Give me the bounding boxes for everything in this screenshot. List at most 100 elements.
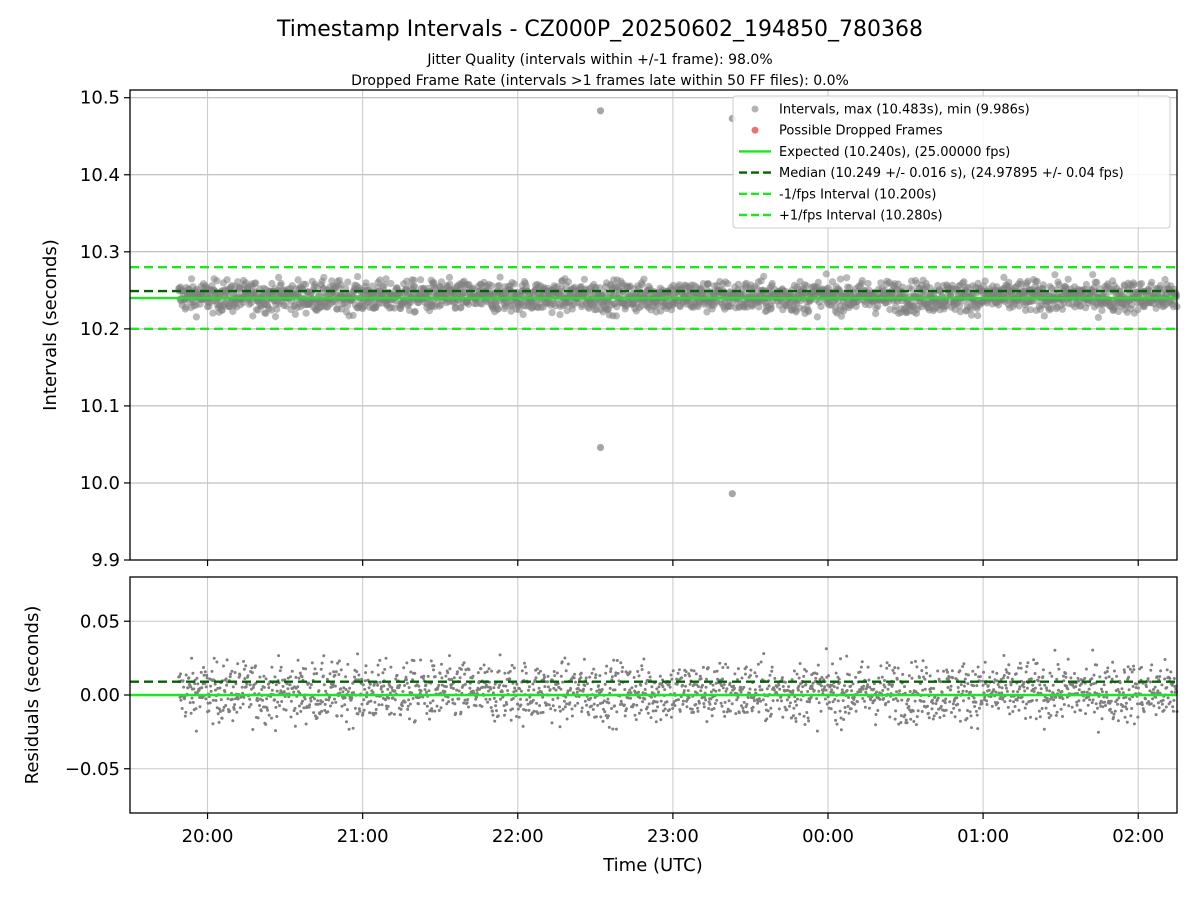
residual-point	[300, 675, 304, 679]
residual-point	[532, 709, 536, 713]
residual-point	[406, 704, 410, 708]
residual-point	[1140, 665, 1143, 669]
interval-point	[1089, 271, 1097, 279]
residual-point	[361, 683, 365, 687]
residual-point	[802, 714, 806, 718]
residual-point	[842, 718, 846, 721]
residual-point	[337, 659, 341, 663]
interval-point	[1137, 280, 1146, 288]
residual-point	[524, 671, 528, 675]
residual-point	[208, 701, 212, 705]
residual-point	[694, 703, 698, 706]
residual-point	[261, 698, 265, 702]
residual-point	[310, 661, 314, 665]
residual-point	[1108, 707, 1112, 711]
residual-point	[623, 714, 627, 718]
residual-point	[1083, 676, 1087, 680]
residual-point	[1140, 703, 1144, 707]
residual-point	[817, 689, 821, 693]
residual-point	[328, 695, 332, 699]
residual-point	[911, 709, 915, 713]
residual-point	[668, 685, 672, 689]
residual-point	[334, 700, 338, 704]
residual-point	[1085, 690, 1089, 694]
interval-point	[822, 270, 830, 278]
residual-point	[1151, 697, 1155, 701]
interval-point	[556, 311, 564, 319]
residual-point	[703, 695, 707, 699]
residual-point	[264, 677, 268, 681]
residual-point	[242, 659, 245, 663]
residual-point	[573, 704, 577, 708]
residual-point	[944, 708, 948, 712]
residual-point	[423, 702, 427, 705]
interval-point	[519, 310, 527, 319]
residual-point	[669, 673, 673, 677]
residual-point	[967, 696, 971, 700]
residual-point	[389, 665, 393, 669]
residual-point	[1022, 680, 1026, 684]
residual-point	[1037, 675, 1041, 679]
residual-point	[577, 683, 581, 687]
residual-point	[1120, 687, 1124, 691]
residual-point	[1165, 668, 1169, 672]
residual-point	[515, 714, 518, 718]
residual-point	[1002, 674, 1006, 677]
residual-point	[541, 695, 545, 699]
residual-point	[855, 700, 859, 704]
residual-point	[619, 661, 623, 665]
residual-point	[281, 684, 285, 688]
residual-point	[802, 674, 806, 678]
residual-point	[1127, 675, 1131, 679]
residual-point	[845, 689, 849, 692]
residual-point	[768, 673, 772, 677]
residual-point	[1009, 683, 1013, 687]
residual-point	[958, 708, 961, 712]
residual-point	[574, 680, 577, 684]
residual-point	[708, 702, 712, 706]
residual-point	[1059, 707, 1063, 711]
interval-point	[805, 308, 813, 316]
interval-point	[724, 280, 732, 288]
residual-point	[849, 707, 853, 711]
residual-point	[961, 689, 965, 693]
residual-point	[887, 664, 891, 667]
residual-point	[212, 656, 216, 660]
residual-point	[662, 703, 666, 707]
residual-point	[705, 677, 708, 681]
residual-point	[514, 689, 518, 693]
residual-point	[1088, 698, 1092, 702]
residual-point	[609, 667, 613, 671]
residual-point	[258, 675, 262, 679]
residual-point	[1109, 699, 1113, 703]
residual-point	[284, 708, 288, 712]
residual-point	[704, 685, 708, 689]
residual-point	[1029, 715, 1032, 719]
residuals-y-axis-label: Residuals (seconds)	[22, 606, 43, 785]
residual-point	[324, 698, 328, 702]
residual-point	[905, 721, 909, 725]
residual-point	[1056, 663, 1060, 666]
residual-point	[805, 711, 809, 714]
residual-point	[1049, 714, 1053, 717]
residual-point	[1010, 677, 1014, 681]
residual-point	[524, 708, 528, 712]
residual-point	[621, 665, 625, 669]
residual-point	[560, 660, 564, 664]
residual-point	[538, 704, 542, 708]
residual-point	[831, 662, 834, 666]
residual-point	[384, 656, 388, 660]
residual-point	[681, 702, 685, 706]
residual-point	[1172, 677, 1176, 680]
residual-point	[590, 704, 593, 708]
residual-point	[1074, 685, 1078, 689]
residual-point	[399, 713, 403, 717]
residual-point	[827, 700, 831, 704]
residual-point	[1087, 687, 1091, 691]
residual-point	[262, 685, 266, 689]
residual-point	[408, 702, 412, 706]
residual-point	[1039, 687, 1043, 691]
residual-point	[936, 669, 940, 673]
residual-point	[453, 702, 457, 706]
